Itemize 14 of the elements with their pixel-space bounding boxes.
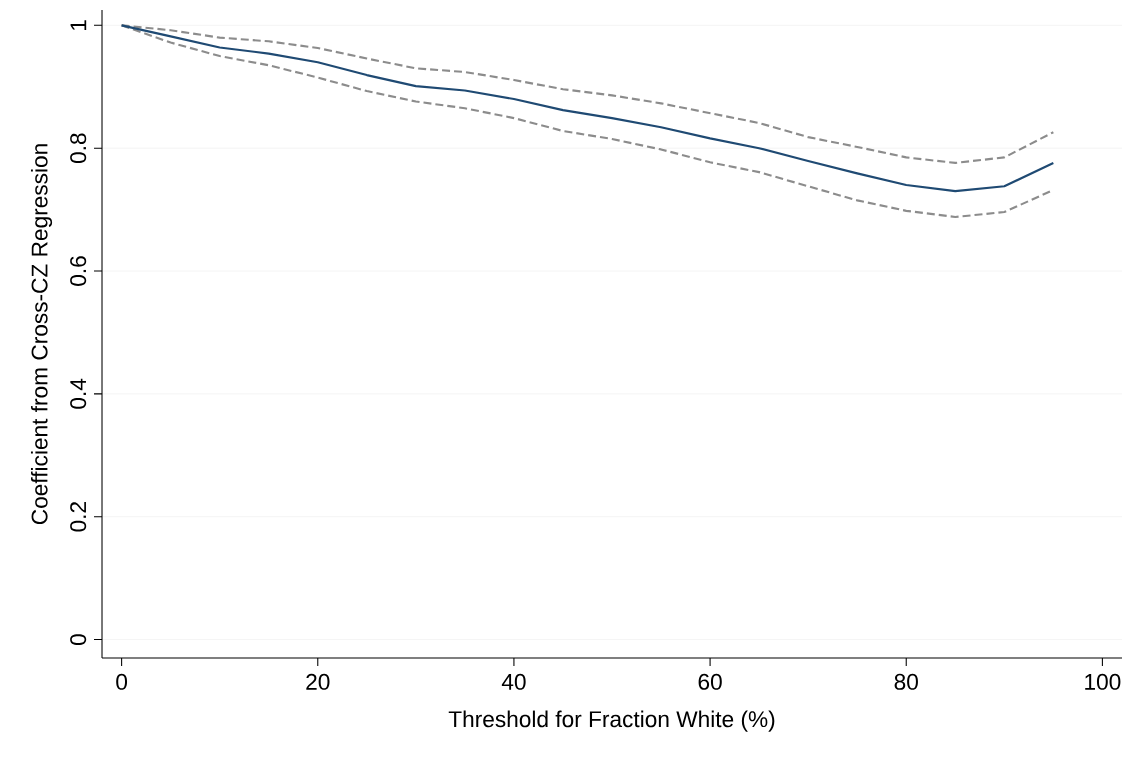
- x-tick-label: 60: [698, 673, 722, 690]
- x-axis-title: Threshold for Fraction White (%): [448, 710, 775, 732]
- x-tick-label: 40: [501, 673, 526, 690]
- x-tick-label: 0: [116, 673, 128, 690]
- y-axis-title: Coefficient from Cross-CZ Regression: [30, 144, 53, 525]
- x-tick-label: 100: [1085, 673, 1121, 690]
- y-tick-label: 0.8: [70, 133, 87, 164]
- y-tick-label: 0: [70, 634, 87, 645]
- y-tick-label: 0.2: [70, 502, 87, 532]
- y-tick-label: 1: [70, 20, 87, 30]
- y-tick-label: 0.4: [70, 378, 87, 409]
- y-tick-label: 0.6: [70, 256, 87, 286]
- x-tick-label: 20: [306, 673, 330, 690]
- x-tick-label: 80: [894, 673, 918, 690]
